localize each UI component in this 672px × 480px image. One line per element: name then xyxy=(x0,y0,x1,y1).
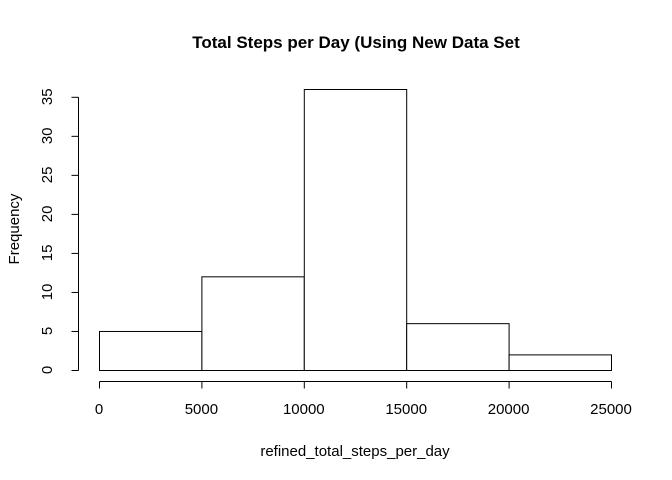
y-tick-label-1: 5 xyxy=(39,327,56,335)
histogram-bar-2 xyxy=(303,89,408,371)
histogram-bar-4 xyxy=(508,354,613,371)
y-tick-label-5: 25 xyxy=(39,167,56,184)
x-tick-label-1: 5000 xyxy=(185,401,218,418)
histogram-bar-3 xyxy=(406,323,510,371)
x-tick-label-3: 15000 xyxy=(385,401,427,418)
x-tick-label-0: 0 xyxy=(95,401,103,418)
y-tick-label-4: 20 xyxy=(39,206,56,223)
x-tick-label-2: 10000 xyxy=(283,401,325,418)
histogram-bar-1 xyxy=(201,276,305,372)
y-axis: 0 5 10 15 20 25 30 35 xyxy=(39,88,79,374)
x-tick-label-4: 20000 xyxy=(488,401,530,418)
y-tick-label-6: 30 xyxy=(39,127,56,144)
x-axis-label: refined_total_steps_per_day xyxy=(260,443,450,460)
bars-group xyxy=(99,89,613,372)
x-tick-label-5: 25000 xyxy=(590,401,632,418)
y-axis-label: Frequency xyxy=(6,193,23,264)
y-tick-label-0: 0 xyxy=(39,366,56,374)
histogram-bar-0 xyxy=(99,330,203,372)
y-tick-label-7: 35 xyxy=(39,88,56,105)
y-tick-label-3: 15 xyxy=(39,245,56,262)
y-tick-label-2: 10 xyxy=(39,284,56,301)
x-axis: 0 5000 10000 15000 20000 25000 xyxy=(95,381,632,418)
chart-title: Total Steps per Day (Using New Data Set xyxy=(192,33,520,52)
